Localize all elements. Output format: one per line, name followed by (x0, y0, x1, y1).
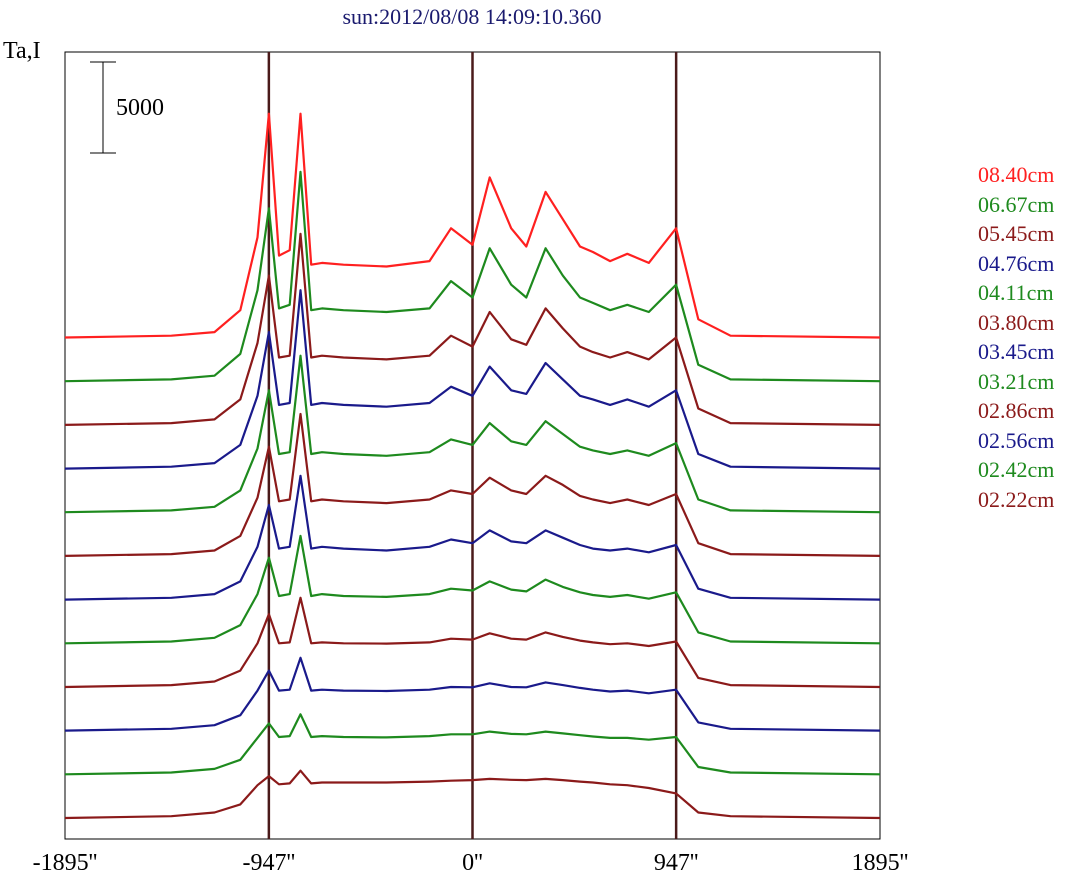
series-line-05.45cm (64, 232, 881, 426)
series-line-08.40cm (64, 112, 881, 339)
series-line-06.67cm (64, 170, 881, 383)
x-tick-label: 1895'' (851, 850, 909, 876)
series-line-04.11cm (64, 354, 881, 514)
legend-item: 02.22cm (978, 486, 1055, 512)
series-line-02.86cm (64, 596, 881, 689)
legend-item: 02.42cm (978, 457, 1055, 482)
scale-bar: 5000 (90, 61, 164, 154)
legend-item: 04.76cm (978, 250, 1055, 276)
scale-bar-label: 5000 (116, 95, 164, 121)
series-line-03.45cm (64, 474, 881, 601)
legend-item: 08.40cm (978, 162, 1055, 187)
chart-title: sun:2012/08/08 14:09:10.360 (342, 4, 602, 29)
series-line-02.22cm (64, 769, 881, 820)
legend-item: 02.56cm (978, 427, 1055, 453)
legend-item: 06.67cm (978, 191, 1055, 217)
series-line-02.56cm (64, 656, 881, 732)
series-line-03.80cm (64, 412, 881, 557)
legend-item: 03.21cm (978, 368, 1055, 394)
legend: 08.40cm 06.67cm 05.45cm 04.76cm 04.11cm 03.80… (978, 160, 1054, 514)
series-line-02.42cm (64, 713, 881, 776)
x-tick-label: 0'' (462, 850, 483, 876)
y-axis-label: Ta,I (3, 38, 41, 64)
legend-item: 02.86cm (978, 398, 1055, 423)
x-tick-label: 947'' (653, 850, 699, 876)
legend-item: 04.11cm (978, 280, 1054, 305)
x-tick-label: -947'' (242, 850, 296, 876)
legend-item: 05.45cm (978, 221, 1055, 246)
series-line-04.76cm (64, 289, 881, 470)
legend-item: 03.45cm (978, 339, 1055, 364)
series-line-03.21cm (64, 534, 881, 645)
x-tick-label: -1895'' (32, 850, 98, 876)
legend-item: 03.80cm (978, 309, 1055, 335)
